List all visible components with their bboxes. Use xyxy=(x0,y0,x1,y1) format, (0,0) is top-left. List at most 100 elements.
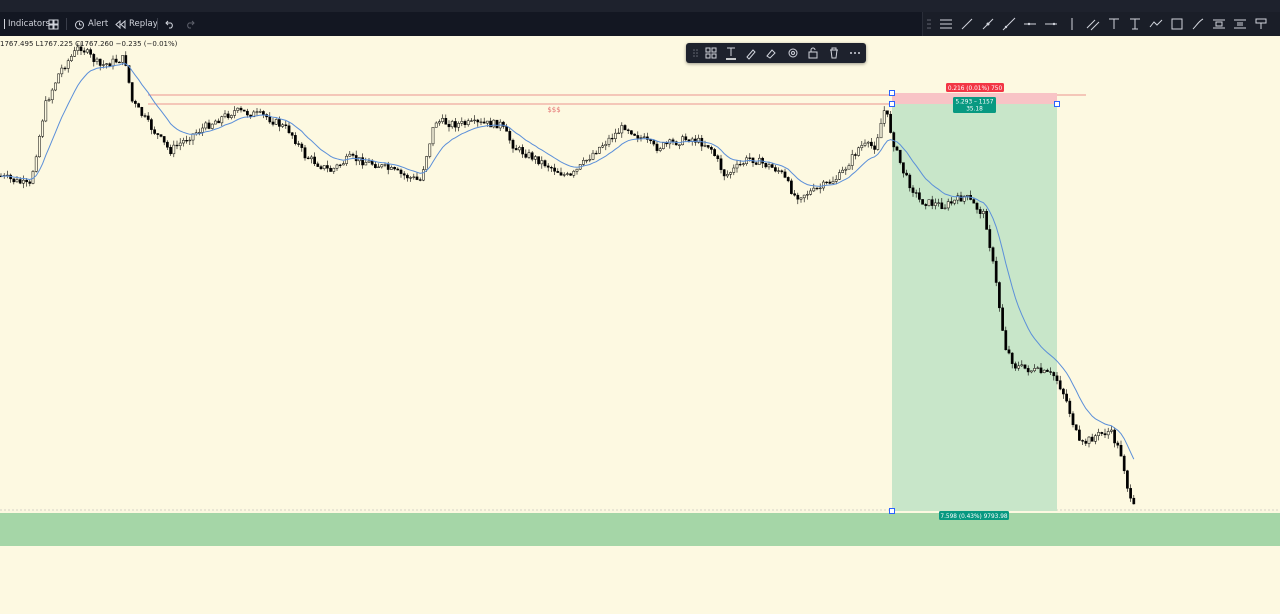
redo-button[interactable] xyxy=(185,12,195,36)
drag-handle-icon[interactable] xyxy=(689,46,703,60)
alert-button[interactable]: Alert xyxy=(74,12,108,36)
entry-handle-right[interactable] xyxy=(1054,101,1060,107)
support-zone xyxy=(0,513,1280,546)
paint-roller-icon[interactable] xyxy=(1253,16,1269,32)
candle-body xyxy=(652,140,656,145)
candle-body xyxy=(54,82,57,91)
candle-body xyxy=(828,181,832,184)
drag-handle-icon[interactable] xyxy=(927,18,931,30)
candle-body xyxy=(156,133,160,135)
candle-body xyxy=(649,139,652,142)
candle-body xyxy=(22,179,25,184)
candle-body xyxy=(108,63,112,67)
brush-icon[interactable] xyxy=(744,46,758,60)
templates-icon[interactable] xyxy=(704,46,718,60)
candle-body xyxy=(569,173,572,176)
candle-body xyxy=(1030,370,1033,373)
candle-body xyxy=(905,172,908,176)
date-range-icon[interactable] xyxy=(1232,16,1248,32)
candle-body xyxy=(15,179,19,183)
candle-body xyxy=(338,164,342,166)
more-icon[interactable] xyxy=(848,46,862,60)
candle-body xyxy=(524,153,528,158)
candle-body xyxy=(796,194,800,200)
candle-body xyxy=(994,260,998,283)
fill-icon[interactable] xyxy=(764,46,778,60)
candle-body xyxy=(662,142,665,149)
templates-button[interactable] xyxy=(48,12,59,36)
candle-body xyxy=(460,121,464,124)
candle-body xyxy=(409,177,412,179)
target-handle[interactable] xyxy=(889,508,895,514)
range-icon[interactable] xyxy=(1211,16,1227,32)
trash-icon[interactable] xyxy=(827,46,841,60)
ray-icon[interactable] xyxy=(980,16,996,32)
candle-body xyxy=(92,54,96,62)
candle-body xyxy=(313,156,316,165)
candle-body xyxy=(1036,367,1040,369)
candle-body xyxy=(415,176,419,180)
candle-body xyxy=(1049,371,1052,373)
candle-body xyxy=(847,165,851,170)
candle-body xyxy=(258,111,262,113)
candle-body xyxy=(1007,349,1011,354)
text-tool-icon[interactable] xyxy=(1106,16,1122,32)
candle-body xyxy=(210,123,214,129)
parallel-channel-icon[interactable] xyxy=(1085,16,1101,32)
templates-icon xyxy=(48,19,59,29)
candle-body xyxy=(854,154,857,156)
candle-body xyxy=(527,152,531,158)
candle-body xyxy=(1122,455,1126,472)
candle-body xyxy=(1074,424,1078,431)
settings-icon[interactable] xyxy=(786,46,800,60)
undo-button[interactable] xyxy=(165,12,175,36)
top-toolbar: Indicators Alert Replay xyxy=(0,12,1280,36)
trend-line-icon[interactable] xyxy=(959,16,975,32)
candle-body xyxy=(748,157,752,159)
candle-body xyxy=(1023,364,1027,369)
vertical-line-icon[interactable] xyxy=(1064,16,1080,32)
stop-handle[interactable] xyxy=(889,90,895,96)
candle-body xyxy=(28,181,32,184)
candle-body xyxy=(706,145,710,148)
candle-body xyxy=(188,139,192,142)
horizontal-ray-icon[interactable] xyxy=(1022,16,1038,32)
anchored-text-icon[interactable] xyxy=(1127,16,1143,32)
replay-icon xyxy=(115,19,126,29)
candle-body xyxy=(786,177,790,182)
extended-line-icon[interactable] xyxy=(1001,16,1017,32)
candle-body xyxy=(972,199,976,204)
candle-body xyxy=(962,195,966,202)
candle-body xyxy=(329,167,332,172)
candle-body xyxy=(633,133,636,136)
horizontal-line-icon[interactable] xyxy=(1043,16,1059,32)
entry-label-line1: 5.293 – 1157 xyxy=(956,100,994,106)
candle-body xyxy=(102,64,105,66)
ema-line xyxy=(0,63,1135,460)
candle-body xyxy=(642,136,646,138)
candle-body xyxy=(274,119,278,125)
candle-body xyxy=(162,136,166,143)
candle-body xyxy=(694,138,697,143)
stop-loss-label: 0.216 (0.01%) 750 xyxy=(948,86,1003,92)
take-profit-zone[interactable] xyxy=(892,104,1057,511)
horizontal-lines-icon[interactable] xyxy=(938,16,954,32)
path-icon[interactable] xyxy=(1148,16,1164,32)
toolbar-divider xyxy=(66,18,67,30)
replay-button[interactable]: Replay xyxy=(115,12,158,36)
entry-handle-left[interactable] xyxy=(889,101,895,107)
rectangle-icon[interactable] xyxy=(1169,16,1185,32)
candle-body xyxy=(242,109,246,112)
candle-body xyxy=(614,132,617,139)
lock-icon[interactable] xyxy=(806,46,820,60)
indicators-button[interactable]: Indicators xyxy=(0,12,50,36)
candle-body xyxy=(86,49,89,53)
price-chart[interactable]: $$$ 0.216 (0.01%) 750 5.293 – 1157 35.18… xyxy=(0,36,1280,614)
text-icon[interactable] xyxy=(724,46,738,60)
candle-body xyxy=(1103,433,1107,436)
candle-body xyxy=(799,197,803,200)
candle-body xyxy=(777,170,780,172)
candle-body xyxy=(60,67,64,75)
brush-tool-icon[interactable] xyxy=(1190,16,1206,32)
candle-body xyxy=(863,142,867,146)
